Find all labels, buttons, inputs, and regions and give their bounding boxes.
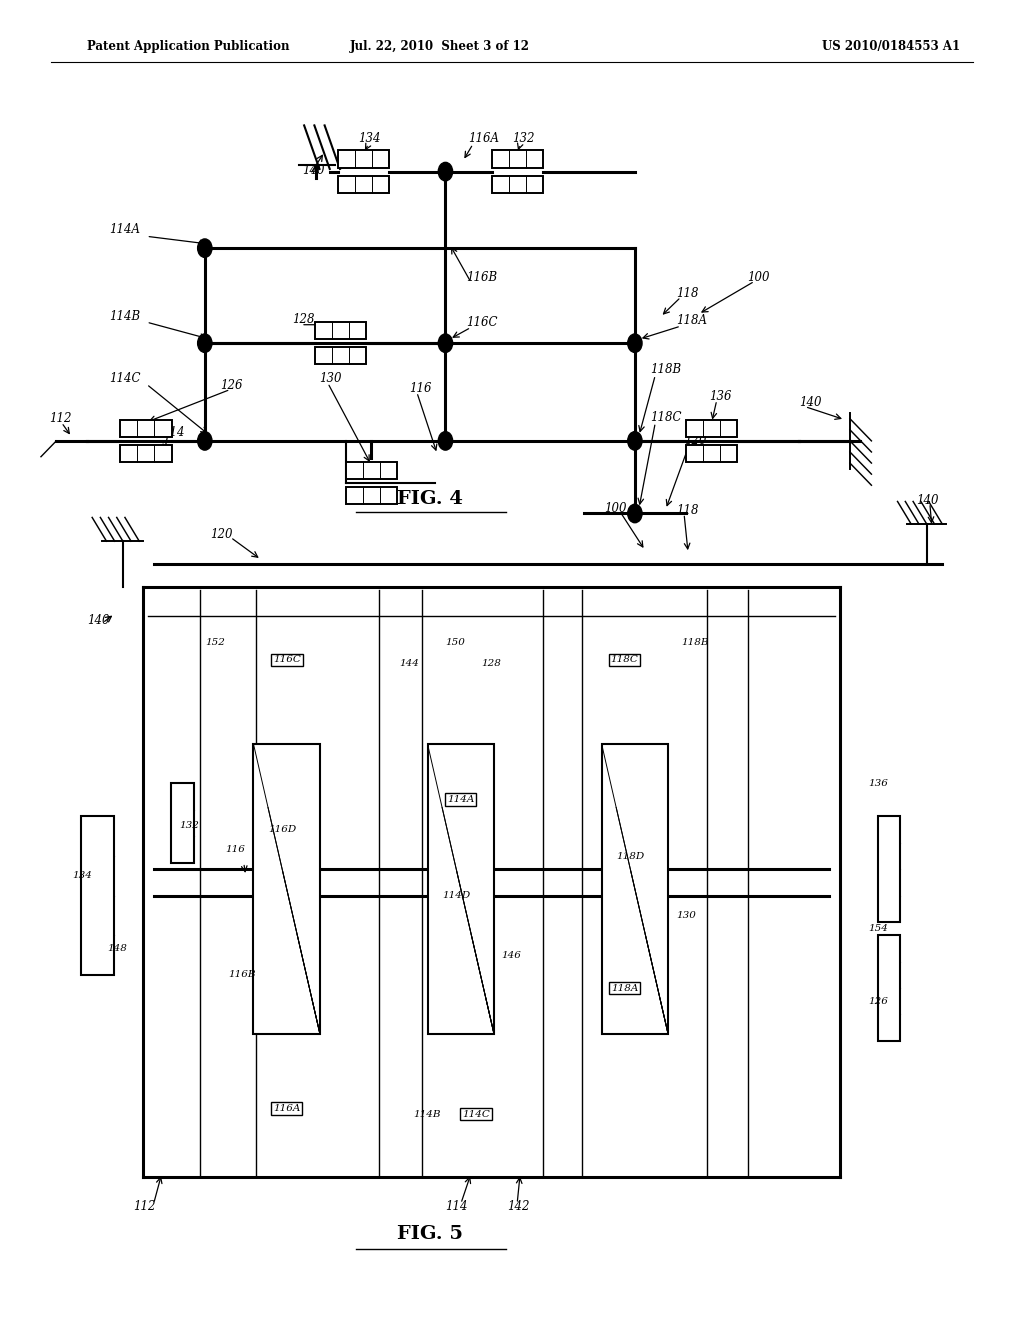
Text: 146: 146 (502, 950, 521, 960)
Bar (686, 445, 737, 462)
Text: 134: 134 (358, 132, 381, 145)
Text: 140: 140 (916, 494, 939, 507)
Bar (878, 816, 900, 921)
Text: 132: 132 (512, 132, 535, 145)
Text: 112: 112 (49, 412, 72, 425)
Text: 114D: 114D (442, 891, 471, 900)
Circle shape (628, 504, 642, 523)
Bar (315, 322, 367, 339)
Text: 114B: 114B (110, 310, 140, 323)
Bar (346, 487, 397, 504)
Text: 132: 132 (179, 821, 199, 830)
Text: Patent Application Publication: Patent Application Publication (87, 40, 290, 53)
Text: 114B: 114B (413, 1110, 440, 1118)
Text: 112: 112 (133, 1200, 156, 1213)
Text: 116D: 116D (268, 825, 297, 834)
Text: 118C: 118C (610, 656, 639, 664)
Text: 126: 126 (220, 379, 243, 392)
Text: FIG. 5: FIG. 5 (397, 1225, 463, 1243)
Text: 118B: 118B (650, 363, 681, 376)
Text: 148: 148 (108, 944, 127, 953)
Text: 136: 136 (710, 389, 732, 403)
Text: 118D: 118D (616, 851, 645, 861)
Text: 126: 126 (868, 997, 888, 1006)
Text: 130: 130 (319, 372, 342, 385)
Text: 140: 140 (799, 396, 821, 409)
Bar (492, 150, 543, 168)
Text: 118: 118 (676, 504, 698, 517)
Text: 100: 100 (604, 502, 627, 515)
Text: 120: 120 (210, 528, 232, 541)
Circle shape (628, 334, 642, 352)
Text: 118A: 118A (676, 314, 707, 327)
Text: US 2010/0184553 A1: US 2010/0184553 A1 (822, 40, 959, 53)
Bar (121, 445, 172, 462)
Text: 116C: 116C (466, 315, 498, 329)
Circle shape (438, 432, 453, 450)
Text: 116B: 116B (466, 271, 497, 284)
Bar (338, 176, 389, 193)
Text: 118B: 118B (681, 639, 709, 647)
Text: 114C: 114C (462, 1110, 490, 1118)
Text: FIG. 4: FIG. 4 (397, 490, 463, 508)
Text: 114A: 114A (447, 795, 474, 804)
Text: 114: 114 (445, 1200, 468, 1213)
Text: 114: 114 (162, 426, 184, 440)
Circle shape (198, 432, 212, 450)
Text: 152: 152 (205, 639, 224, 647)
Circle shape (438, 162, 453, 181)
Text: 116A: 116A (468, 132, 499, 145)
Text: 118: 118 (676, 286, 698, 300)
Text: 154: 154 (868, 924, 888, 933)
Text: 144: 144 (399, 660, 419, 668)
Bar (346, 462, 397, 479)
Bar (428, 743, 494, 1035)
Text: 140: 140 (87, 614, 110, 627)
Text: 100: 100 (748, 271, 770, 284)
Bar (878, 935, 900, 1040)
Bar (121, 420, 172, 437)
Bar (81, 816, 114, 974)
Text: 130: 130 (676, 911, 695, 920)
Bar (254, 743, 319, 1035)
Bar (602, 743, 669, 1035)
Bar (686, 420, 737, 437)
Text: 140: 140 (302, 164, 325, 177)
Text: 116B: 116B (228, 970, 256, 979)
Text: 128: 128 (292, 313, 314, 326)
Text: 116C: 116C (272, 656, 301, 664)
Circle shape (198, 334, 212, 352)
Bar (338, 150, 389, 168)
Circle shape (628, 432, 642, 450)
Circle shape (438, 334, 453, 352)
Text: 142: 142 (507, 1200, 529, 1213)
Circle shape (198, 239, 212, 257)
Bar (171, 783, 194, 863)
Bar (315, 347, 367, 364)
Text: 134: 134 (73, 871, 92, 880)
Bar (492, 176, 543, 193)
Text: 116: 116 (410, 381, 432, 395)
Text: 116: 116 (225, 845, 245, 854)
Text: 116A: 116A (273, 1105, 300, 1113)
Text: 150: 150 (445, 639, 465, 647)
Text: 120: 120 (684, 434, 707, 447)
Text: 114C: 114C (110, 372, 141, 385)
Text: 118C: 118C (650, 411, 682, 424)
Text: 128: 128 (481, 660, 501, 668)
Text: 136: 136 (868, 779, 888, 788)
Text: 118A: 118A (611, 983, 638, 993)
Text: Jul. 22, 2010  Sheet 3 of 12: Jul. 22, 2010 Sheet 3 of 12 (350, 40, 530, 53)
Text: 114A: 114A (110, 223, 140, 236)
